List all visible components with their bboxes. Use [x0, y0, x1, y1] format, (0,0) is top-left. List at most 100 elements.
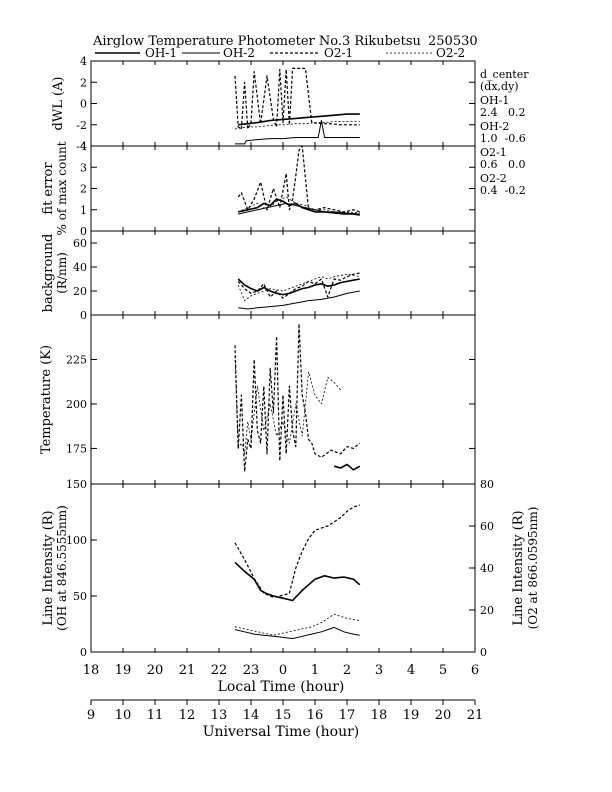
ut-tick-label: 19 — [403, 708, 420, 723]
ut-tick-label: 11 — [147, 708, 164, 723]
local-tick-label: 3 — [375, 663, 383, 678]
y-tick-label: 50 — [73, 590, 87, 603]
y-tick-label: 60 — [73, 237, 87, 250]
local-tick-label: 4 — [407, 663, 415, 678]
local-time-ticks: 18 19 20 21 22 23 0 1 2 3 4 5 6 — [83, 663, 479, 678]
y-tick-label: 175 — [66, 442, 87, 455]
ut-axis: 9 10 11 12 13 14 15 16 17 18 19 20 21 Universal Time… — [87, 699, 484, 740]
y-right-axis-label: Line Intensity (R) — [511, 510, 526, 625]
y-tick-label: -2 — [76, 119, 87, 132]
local-tick-label: 6 — [471, 663, 479, 678]
d-center-subtitle: (dx,dy) — [480, 80, 519, 93]
y-tick-label: 200 — [66, 398, 87, 411]
y-tick-label: 0 — [80, 225, 87, 238]
d-center-name-o21: O2-1 — [480, 146, 507, 159]
d-center-values-o22: 0.4 -0.2 — [480, 184, 526, 197]
local-time-label: Local Time (hour) — [218, 679, 345, 695]
local-tick-label: 18 — [83, 663, 100, 678]
series-line-oh1 — [234, 561, 361, 602]
series-line-oh2 — [238, 290, 360, 310]
d-center-name-oh2: OH-2 — [480, 120, 509, 133]
y-tick-label: 2 — [80, 76, 87, 89]
ut-tick-label: 12 — [179, 708, 196, 723]
legend-label-oh2: OH-2 — [223, 46, 255, 60]
ut-tick-label: 20 — [435, 708, 452, 723]
series-line-o22 — [234, 613, 360, 636]
y-tick-label: 0 — [80, 98, 87, 111]
ut-tick-label: 10 — [115, 708, 132, 723]
y-tick-label: 3 — [80, 161, 87, 174]
local-time-axis: 18 19 20 21 22 23 0 1 2 3 4 5 6 Local Time (hour) — [83, 663, 479, 695]
y-tick-label: 100 — [66, 534, 87, 547]
y-tick-label: 4 — [80, 55, 87, 68]
y-tick-label: 150 — [66, 478, 87, 491]
ut-label: Universal Time (hour) — [203, 724, 360, 740]
ut-tick-label: 18 — [371, 708, 388, 723]
series-line-o22 — [234, 355, 341, 455]
ut-tick-label: 21 — [467, 708, 484, 723]
d-center-values-oh2: 1.0 -0.6 — [480, 132, 526, 145]
d-center-values-oh1: 2.4 0.2 — [480, 106, 525, 119]
series-line-oh1 — [238, 198, 360, 216]
series-line-oh2 — [234, 626, 360, 640]
ut-tick-label: 17 — [339, 708, 356, 723]
y-tick-label: 0 — [80, 646, 87, 659]
y-axis-label: Line Intensity (R) — [41, 510, 56, 625]
d-center-name-o22: O2-2 — [480, 172, 507, 185]
y-tick-label: 40 — [73, 261, 87, 274]
series-line-oh1 — [333, 463, 361, 471]
local-tick-label: 5 — [439, 663, 447, 678]
series-line-o21 — [234, 323, 361, 473]
y-axis-sublabel: % of max count — [55, 141, 69, 235]
d-center-block: d_center (dx,dy) OH-1 2.4 0.2 OH-2 1.0 -… — [480, 68, 529, 197]
y-tick-label: 2 — [80, 183, 87, 196]
series-line-o22 — [238, 196, 360, 214]
y-right-tick-label: 0 — [480, 646, 487, 659]
y-right-tick-label: 80 — [480, 478, 494, 491]
y-axis-label: background — [41, 234, 56, 313]
ut-tick-label: 15 — [275, 708, 292, 723]
y-tick-label: 0 — [80, 309, 87, 322]
y-tick-label: 20 — [73, 285, 87, 298]
y-axis-sublabel: (OH at 846.5555nm) — [55, 505, 69, 631]
y-right-tick-label: 20 — [480, 604, 494, 617]
ut-tick-label: 13 — [211, 708, 228, 723]
series-line-oh2 — [235, 120, 360, 145]
y-right-axis-sublabel: (O2 at 866.0595nm) — [526, 507, 540, 630]
d-center-values-o21: 0.6 0.0 — [480, 158, 525, 171]
ut-tick-label: 14 — [243, 708, 260, 723]
panel-frame — [90, 145, 476, 232]
legend: OH-1 OH-2 O2-1 O2-2 — [95, 46, 465, 60]
series-line-o21 — [237, 272, 360, 299]
panel-frame — [90, 483, 476, 653]
ut-tick-label: 16 — [307, 708, 324, 723]
panel-3: 60 40 20 0 background (R/nm) — [41, 230, 476, 322]
d-center-name-oh1: OH-1 — [480, 94, 509, 107]
panel-2: 4 3 2 1 0 fit error% of max count — [41, 140, 476, 238]
panel-frame — [90, 60, 476, 147]
series-line-o21 — [234, 504, 360, 599]
series-line-o22 — [237, 273, 360, 302]
series-line-o21 — [237, 145, 360, 213]
y-tick-label: -4 — [76, 140, 87, 153]
y-tick-label: 4 — [80, 140, 87, 153]
figure-title: Airglow Temperature Photometer No.3 Riku… — [92, 34, 421, 49]
d-center-title: d_center — [480, 68, 529, 81]
panel-1: 4 2 0 -2 -4 dWL (A) — [51, 55, 476, 153]
y-axis-label: Temperature (K) — [39, 345, 54, 454]
legend-label-oh1: OH-1 — [145, 46, 177, 60]
y-right-tick-label: 40 — [480, 562, 494, 575]
y-axis-sublabel: (R/nm) — [55, 252, 69, 294]
legend-label-o21: O2-1 — [324, 46, 353, 60]
y-right-tick-label: 60 — [480, 520, 494, 533]
local-tick-label: 1 — [311, 663, 319, 678]
panel-frame — [90, 230, 476, 316]
local-tick-label: 2 — [343, 663, 351, 678]
local-tick-label: 21 — [179, 663, 196, 678]
local-tick-label: 20 — [147, 663, 164, 678]
local-tick-label: 19 — [115, 663, 132, 678]
local-tick-label: 22 — [211, 663, 228, 678]
